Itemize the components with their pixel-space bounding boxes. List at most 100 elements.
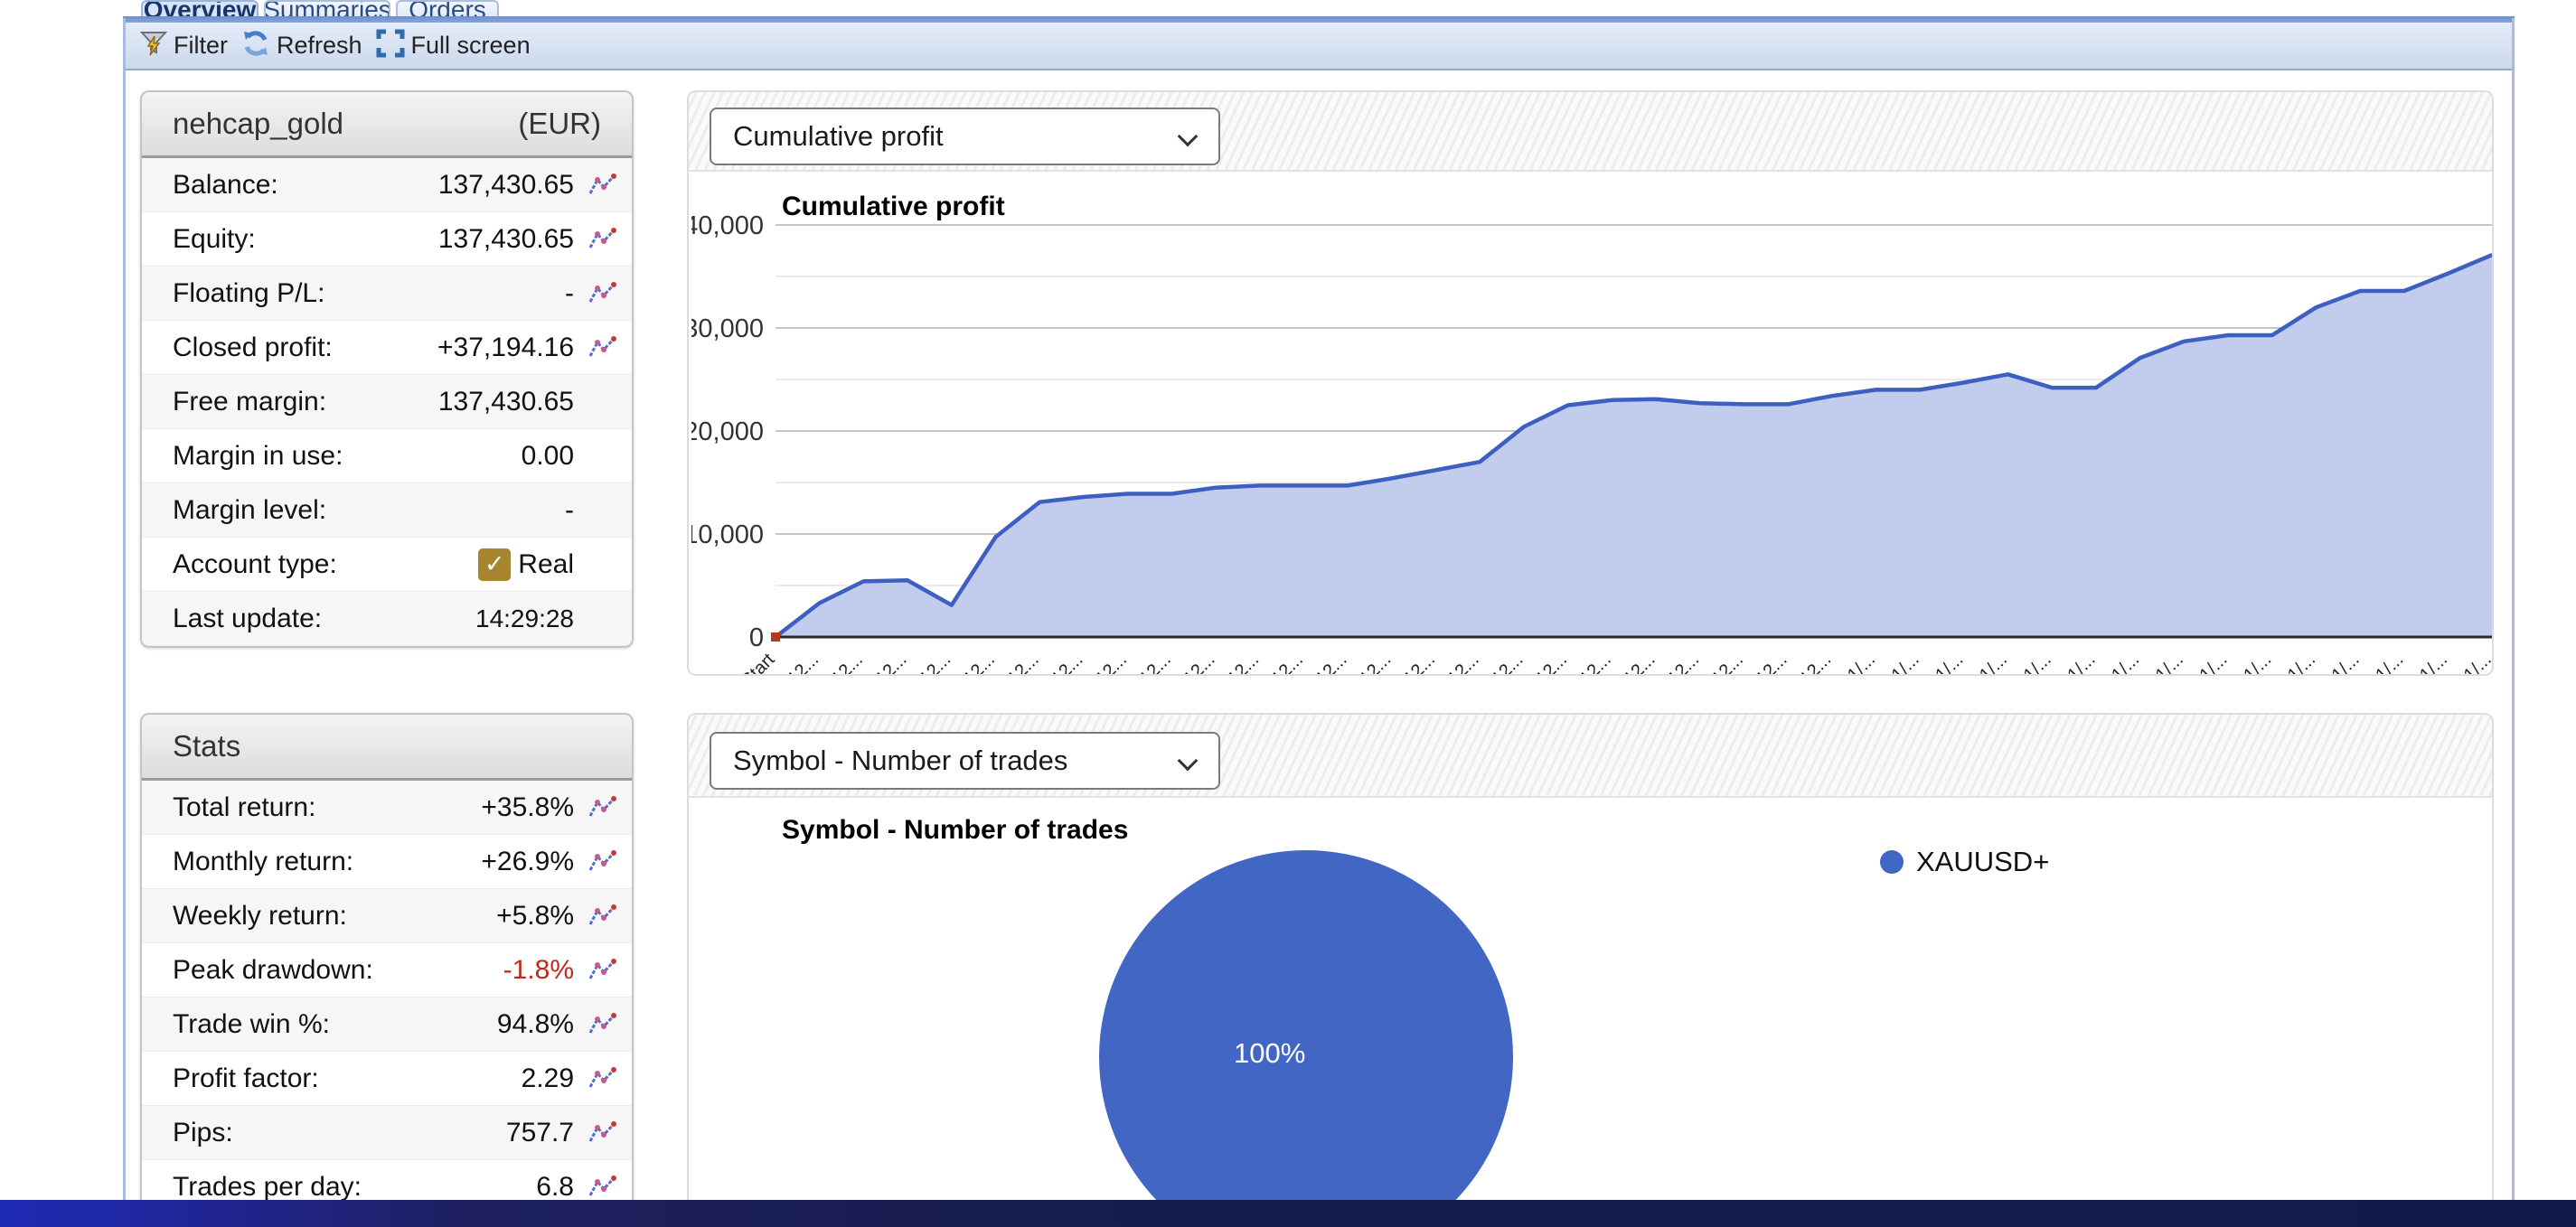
svg-text:12...: 12... xyxy=(1092,650,1131,674)
row-label: Closed profit: xyxy=(173,332,333,362)
sparkline-chart-icon[interactable] xyxy=(587,226,619,253)
row-value: +5.8% xyxy=(496,900,574,931)
icon-spacer xyxy=(587,497,619,524)
account-rows: Balance: 137,430.65 Equity: 137,430.65 Float… xyxy=(142,158,632,646)
svg-text:12...: 12... xyxy=(1268,650,1307,674)
row-label: Floating P/L: xyxy=(173,277,325,308)
svg-text:1/...: 1/... xyxy=(2372,650,2407,674)
account-panel: nehcap_gold (EUR) Balance: 137,430.65 Equi… xyxy=(140,90,634,648)
svg-text:Start: Start xyxy=(738,650,779,674)
table-row: Peak drawdown: -1.8% xyxy=(142,943,632,998)
svg-text:1/...: 1/... xyxy=(1932,650,1967,674)
sparkline-chart-icon[interactable] xyxy=(587,1065,619,1092)
profit-dropdown-row: Cumulative profit xyxy=(689,92,2492,172)
symbol-metric-select-value: Symbol - Number of trades xyxy=(733,745,1068,776)
sparkline-chart-icon[interactable] xyxy=(587,903,619,930)
table-row: Trade win %: 94.8% xyxy=(142,998,632,1052)
svg-text:1/...: 1/... xyxy=(2240,650,2275,674)
refresh-button[interactable]: Refresh xyxy=(240,28,362,63)
table-row: Closed profit: +37,194.16 xyxy=(142,321,632,375)
row-value: 0.00 xyxy=(521,440,574,471)
table-row: Floating P/L: - xyxy=(142,267,632,321)
svg-text:Cumulative profit: Cumulative profit xyxy=(782,192,1005,221)
svg-text:12...: 12... xyxy=(1400,650,1439,674)
chevron-down-icon xyxy=(1177,750,1199,772)
row-value: 757.7 xyxy=(505,1117,574,1147)
pie-slice-label: 100% xyxy=(1234,1037,1306,1069)
svg-text:12...: 12... xyxy=(1444,650,1483,674)
real-account-checkbox: ✓ xyxy=(478,548,512,581)
fullscreen-button[interactable]: Full screen xyxy=(375,28,531,63)
row-value: +35.8% xyxy=(481,791,574,822)
stats-rows: Total return: +35.8% Monthly return: +26.9%… xyxy=(142,781,632,1214)
row-label: Last update: xyxy=(173,603,323,633)
sparkline-chart-icon[interactable] xyxy=(587,794,619,821)
stats-panel: Stats Total return: +35.8% Monthly return:… xyxy=(140,713,634,1227)
sparkline-chart-icon[interactable] xyxy=(587,172,619,199)
filter-button[interactable]: Filter xyxy=(139,29,228,62)
svg-text:1/...: 1/... xyxy=(2416,650,2451,674)
table-row: Trades per day: 6.8 xyxy=(142,1160,632,1214)
svg-text:12...: 12... xyxy=(1312,650,1351,674)
symbol-metric-select[interactable]: Symbol - Number of trades xyxy=(710,732,1220,790)
row-value: 137,430.65 xyxy=(437,223,574,254)
sparkline-chart-icon[interactable] xyxy=(587,334,619,361)
tab-orders[interactable]: Orders xyxy=(396,0,499,20)
table-row: Monthly return: +26.9% xyxy=(142,835,632,889)
table-row: Last update: 14:29:28 xyxy=(142,592,632,646)
symbol-chart-title: Symbol - Number of trades xyxy=(782,815,1129,845)
row-label: Trade win %: xyxy=(173,1008,330,1039)
svg-text:1/...: 1/... xyxy=(2108,650,2143,674)
toolbar: Filter Refresh F xyxy=(123,23,2515,70)
svg-text:1/...: 1/... xyxy=(2064,650,2099,674)
container-right-border xyxy=(2512,18,2515,1204)
row-label: Free margin: xyxy=(173,386,327,417)
svg-text:12...: 12... xyxy=(784,650,823,674)
table-row: Margin level: - xyxy=(142,483,632,538)
svg-text:12...: 12... xyxy=(1356,650,1395,674)
svg-text:0: 0 xyxy=(749,623,764,652)
icon-spacer xyxy=(587,605,619,632)
table-row: Account type: ✓ Real xyxy=(142,538,632,592)
sparkline-chart-icon[interactable] xyxy=(587,1119,619,1147)
tab-overview[interactable]: Overview xyxy=(141,0,259,20)
row-value: +26.9% xyxy=(481,846,574,876)
row-label: Weekly return: xyxy=(173,900,347,931)
row-label: Monthly return: xyxy=(173,846,354,876)
sparkline-chart-icon[interactable] xyxy=(587,957,619,984)
svg-text:1/...: 1/... xyxy=(2020,650,2055,674)
svg-text:10,000: 10,000 xyxy=(691,520,764,549)
sparkline-chart-icon[interactable] xyxy=(587,1011,619,1038)
chevron-down-icon xyxy=(1177,126,1199,147)
sparkline-chart-icon[interactable] xyxy=(587,848,619,876)
svg-text:12...: 12... xyxy=(960,650,999,674)
svg-text:12...: 12... xyxy=(1620,650,1659,674)
svg-text:1/...: 1/... xyxy=(2195,650,2231,674)
symbol-chart-panel: Symbol - Number of trades xyxy=(687,713,2494,1227)
profit-metric-select[interactable]: Cumulative profit xyxy=(710,108,1220,165)
tab-summaries-label: Summaries xyxy=(264,0,390,20)
row-value: ✓ Real xyxy=(337,548,587,581)
symbol-pie xyxy=(1099,850,1513,1227)
refresh-icon xyxy=(240,28,271,63)
row-label: Pips: xyxy=(173,1117,233,1147)
stats-panel-header: Stats xyxy=(142,715,632,781)
sparkline-chart-icon[interactable] xyxy=(587,280,619,307)
svg-text:12...: 12... xyxy=(1753,650,1791,674)
svg-text:1/...: 1/... xyxy=(2460,650,2492,674)
svg-text:12...: 12... xyxy=(1048,650,1086,674)
sparkline-chart-icon[interactable] xyxy=(587,1174,619,1201)
row-value: 6.8 xyxy=(536,1171,574,1202)
icon-spacer xyxy=(587,551,619,578)
svg-text:1/...: 1/... xyxy=(1844,650,1879,674)
table-row: Profit factor: 2.29 xyxy=(142,1052,632,1106)
table-row: Balance: 137,430.65 xyxy=(142,158,632,212)
svg-text:12...: 12... xyxy=(1004,650,1043,674)
svg-text:12...: 12... xyxy=(872,650,911,674)
tab-summaries[interactable]: Summaries xyxy=(264,0,390,20)
pie-legend: XAUUSD+ xyxy=(1880,846,2049,878)
row-value: 94.8% xyxy=(496,1008,574,1039)
table-row: Margin in use: 0.00 xyxy=(142,429,632,483)
row-label: Margin in use: xyxy=(173,440,343,471)
